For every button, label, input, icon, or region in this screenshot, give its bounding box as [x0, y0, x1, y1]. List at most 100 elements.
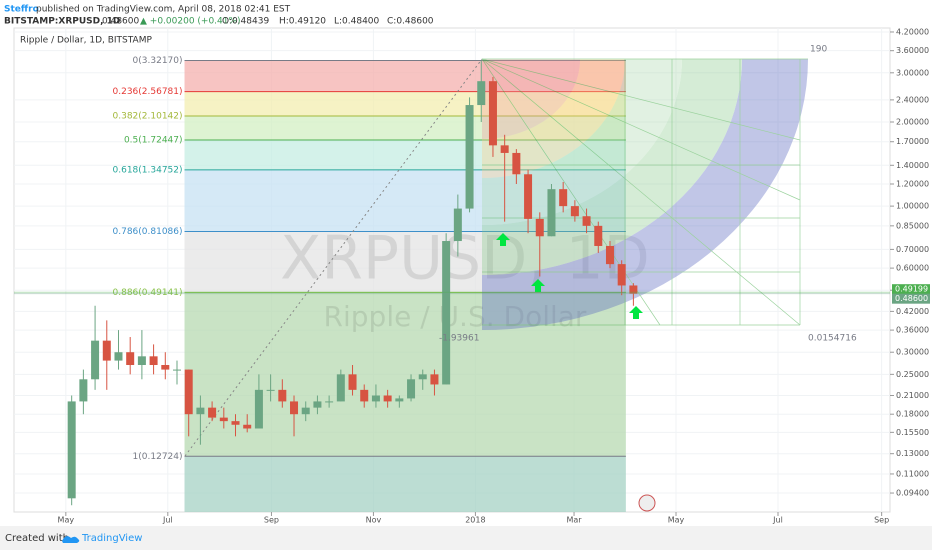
candle-body: [336, 374, 345, 402]
y-tick-label: 4.20000: [896, 27, 929, 36]
fib-label: 0.382(2.10142): [113, 112, 183, 122]
y-tick-label: 0.13000: [896, 449, 929, 458]
candle-body: [208, 407, 217, 418]
candle-body: [500, 145, 509, 153]
y-tick-label: 0.18000: [896, 410, 929, 419]
ohlc-open: O:0.48439: [222, 17, 269, 27]
arc-band: [482, 59, 808, 330]
symbol: BITSTAMP:XRPUSD, 1D: [4, 17, 120, 27]
fib-label: 0(3.32170): [133, 56, 183, 66]
candle-body: [196, 407, 205, 415]
arc-band: [482, 59, 580, 139]
candle-body: [465, 105, 474, 209]
fib-band: [184, 60, 626, 92]
candle-body: [477, 81, 486, 106]
chart-title: Ripple / Dollar, 1D, BITSTAMP: [20, 36, 152, 46]
candle-body: [67, 401, 76, 499]
arc-band: [482, 59, 742, 275]
y-tick-label: 0.85000: [896, 221, 929, 230]
candle-body: [371, 395, 380, 402]
x-tick-label: Nov: [366, 516, 382, 525]
candle-body: [605, 245, 614, 265]
candle-body: [219, 417, 228, 422]
x-tick-label: Jul: [162, 516, 173, 525]
candle-body: [407, 379, 416, 399]
ohlc-close: C:0.48600: [387, 17, 434, 27]
candle-body: [547, 189, 556, 237]
x-tick-label: Mar: [566, 516, 582, 525]
y-tick-label: 1.20000: [896, 179, 929, 188]
y-tick-label: 0.42000: [896, 307, 929, 316]
y-tick-label: 0.25000: [896, 370, 929, 379]
last-price: 0.48600: [102, 17, 139, 27]
candle-body: [629, 285, 638, 294]
candle-body: [570, 206, 579, 217]
logo: [62, 536, 80, 543]
candle-body: [243, 424, 252, 429]
fib-band: [184, 116, 626, 140]
fib-label: 0.886(0.49141): [113, 288, 183, 298]
event-icon: [638, 494, 656, 512]
candle-body: [524, 174, 533, 219]
price-label: 0.49199: [895, 285, 928, 294]
y-tick-label: 0.70000: [896, 245, 929, 254]
candle-body: [266, 389, 275, 391]
candle-body: [149, 356, 158, 366]
candle-body: [383, 395, 392, 402]
fib-label: 0.786(0.81086): [113, 227, 183, 237]
published: published on TradingView.com, April 08, …: [36, 5, 291, 15]
candle-body: [582, 216, 591, 226]
x-tick-label: Sep: [874, 516, 889, 525]
candle-body: [559, 189, 568, 207]
watermark: XRPUSD, 1D: [280, 224, 650, 294]
price-box: [892, 284, 930, 295]
candle-body: [348, 374, 357, 390]
candle-body: [290, 401, 299, 415]
y-tick-label: 0.09400: [896, 489, 929, 498]
x-tick-label: Sep: [264, 516, 279, 525]
footer-bar: [0, 526, 932, 550]
candle-body: [594, 225, 603, 246]
fib-band: [184, 456, 626, 512]
fib-band: [184, 231, 626, 293]
candle-body: [254, 389, 263, 429]
footer-created: Created with: [5, 533, 69, 544]
y-tick-label: 0.11000: [896, 469, 929, 478]
ohlc-high: H:0.49120: [279, 17, 326, 27]
ohlc-low: L:0.48400: [334, 17, 380, 27]
candle-body: [137, 356, 146, 366]
change: ▲ +0.00200 (+0.41%): [140, 17, 241, 27]
candle-body: [91, 340, 100, 380]
price-box: [892, 293, 930, 304]
fib-label: 0.236(2.56781): [113, 87, 183, 97]
candle-body: [172, 369, 181, 371]
candle-body: [360, 389, 369, 402]
box-grid: [481, 58, 808, 326]
arrow: [531, 279, 545, 292]
y-tick-label: 0.36000: [896, 326, 929, 335]
candle-body: [79, 379, 88, 402]
y-tick-label: 3.60000: [896, 46, 929, 55]
annotation: -1.93961: [439, 334, 479, 344]
candle-body: [231, 421, 240, 425]
candle-body: [430, 374, 439, 385]
candle-body: [617, 264, 626, 286]
candle-body: [442, 241, 451, 385]
author: Steffro: [4, 5, 39, 15]
x-tick-label: May: [58, 516, 75, 525]
candle-body: [395, 398, 404, 402]
annotation: 190: [810, 45, 827, 55]
annotation: 0.0154716: [808, 334, 857, 344]
fib-band: [184, 292, 626, 457]
candle-body: [184, 369, 193, 415]
fib-band: [184, 91, 626, 117]
candle-body: [161, 365, 170, 370]
y-tick-label: 0.15500: [896, 428, 929, 437]
footer-brand: TradingView: [81, 533, 142, 544]
y-tick-label: 2.00000: [896, 118, 929, 127]
candle-body: [278, 389, 287, 402]
fib-label: 0.618(1.34752): [113, 165, 183, 175]
fib-label: 1(0.12724): [133, 452, 183, 462]
candle-body: [313, 401, 322, 408]
